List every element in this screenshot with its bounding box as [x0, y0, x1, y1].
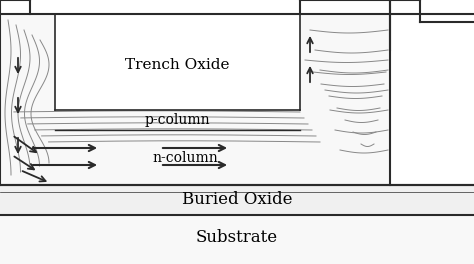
Bar: [0, 215, 474, 264]
Text: Buried Oxide: Buried Oxide: [182, 191, 292, 209]
Text: Trench Oxide: Trench Oxide: [125, 58, 229, 72]
Text: n-column: n-column: [152, 151, 218, 165]
Text: Substrate: Substrate: [196, 229, 278, 247]
Text: p-column: p-column: [144, 113, 210, 127]
Bar: [55, 14, 300, 110]
Bar: [0, 14, 390, 185]
Bar: [0, 185, 474, 215]
